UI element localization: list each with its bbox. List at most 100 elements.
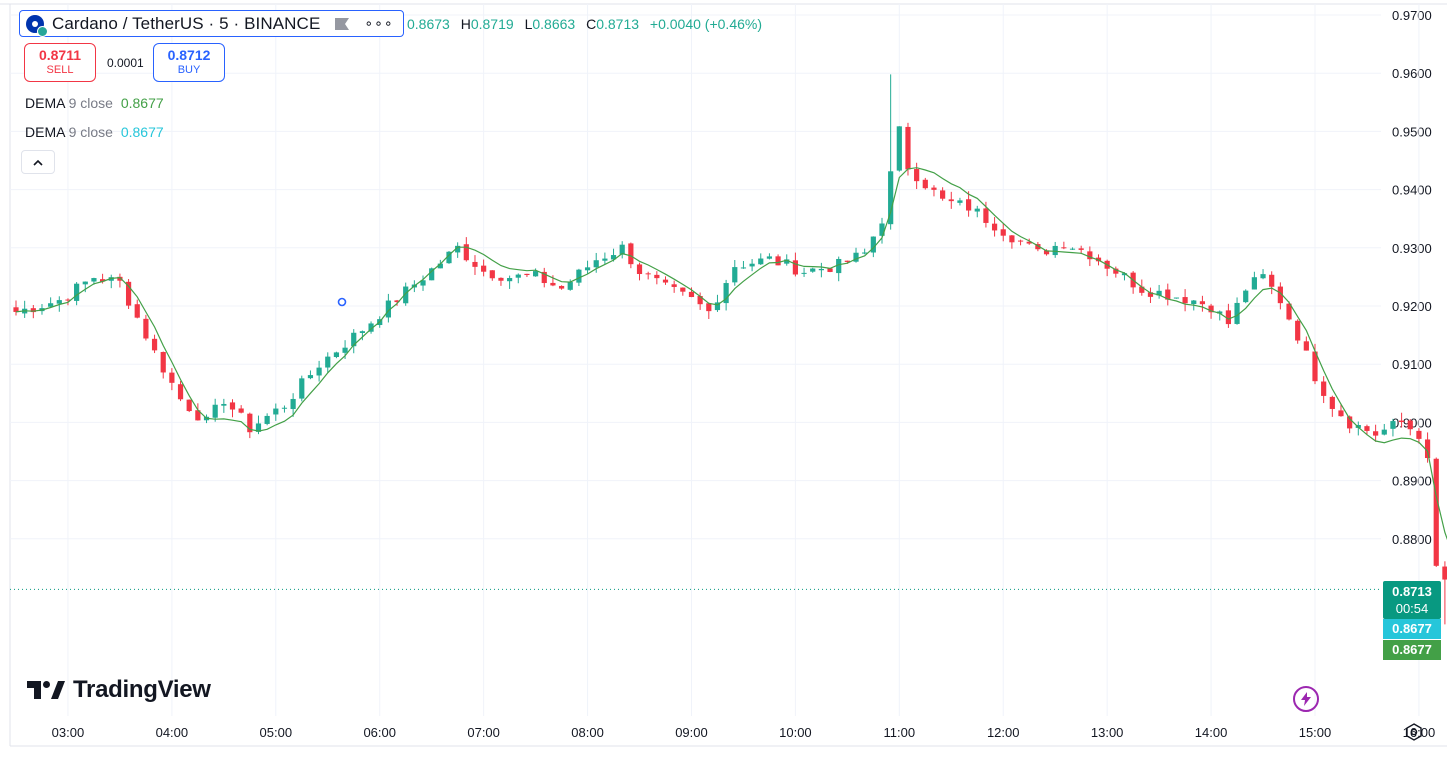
candle	[619, 241, 625, 259]
candle-body	[888, 171, 894, 225]
candle-body	[1364, 426, 1370, 431]
candle-body	[983, 208, 989, 223]
candle	[714, 294, 721, 312]
candle-body	[584, 267, 591, 271]
candle	[1433, 457, 1439, 567]
candle-body	[792, 260, 798, 275]
candle-body	[1017, 240, 1024, 242]
candle	[1399, 412, 1405, 428]
candle	[1303, 336, 1309, 351]
candle	[151, 334, 158, 354]
candle-body	[896, 126, 902, 171]
bolt-glyph-icon	[1301, 692, 1311, 706]
candle-body	[1442, 566, 1447, 580]
y-tick-label: 0.9300	[1392, 241, 1432, 256]
candle-body	[602, 258, 608, 261]
candle	[966, 191, 972, 217]
symbol-search-box[interactable]: Cardano / TetherUS · 5 · BINANCE ∘∘∘	[19, 10, 404, 37]
candle	[160, 351, 166, 379]
candle-body	[489, 270, 495, 279]
candle	[1260, 269, 1266, 280]
candle-body	[1312, 351, 1318, 382]
candle	[82, 281, 88, 293]
candle	[212, 398, 218, 422]
candle	[1442, 561, 1447, 625]
candle-body	[1199, 301, 1206, 305]
candle-body	[1182, 297, 1188, 304]
candle	[896, 126, 902, 172]
candle	[1026, 238, 1032, 245]
candle	[1069, 247, 1076, 250]
candle	[507, 275, 513, 289]
candle-body	[1390, 421, 1396, 429]
candle-body	[524, 273, 530, 276]
tradingview-logo[interactable]: TradingView	[27, 676, 211, 704]
candle-body	[740, 267, 747, 269]
candle	[818, 262, 824, 278]
candle-body	[974, 208, 980, 212]
candle	[905, 122, 911, 176]
candle-body	[1121, 273, 1128, 276]
candle	[801, 267, 807, 277]
candle-body	[186, 399, 192, 412]
candle-body	[351, 332, 357, 347]
candle	[1078, 245, 1084, 255]
candle	[888, 74, 894, 230]
candle-body	[160, 352, 166, 373]
flag-icon[interactable]	[334, 17, 350, 31]
candle	[195, 403, 201, 421]
candle-body	[636, 264, 643, 275]
x-tick-label: 06:00	[363, 725, 396, 740]
lightning-icon[interactable]	[1293, 686, 1319, 712]
candle	[1052, 241, 1058, 258]
candle-body	[862, 252, 868, 254]
indicator-params: 9 close	[68, 95, 113, 111]
candle-body	[1424, 439, 1431, 459]
candle-body	[212, 404, 218, 418]
candle-body	[533, 271, 539, 277]
event-marker-icon[interactable]	[337, 297, 347, 307]
low-label: L	[524, 16, 533, 32]
candle-body	[810, 268, 816, 272]
buy-label: BUY	[177, 63, 201, 76]
candle	[602, 252, 608, 265]
candle-body	[1078, 248, 1084, 250]
candle-body	[957, 200, 963, 203]
last-price-value: 0.8713	[1392, 584, 1432, 599]
candle	[247, 412, 253, 439]
candle	[862, 248, 868, 255]
candle	[1338, 403, 1344, 417]
candle	[688, 287, 695, 298]
y-tick-label: 0.9700	[1392, 8, 1432, 23]
candle-body	[48, 303, 54, 307]
candle-body	[1156, 290, 1162, 296]
candle-body	[281, 407, 288, 409]
candle-body	[766, 256, 773, 259]
candle	[766, 253, 773, 260]
candle	[481, 259, 487, 277]
candle	[316, 360, 322, 382]
candle-body	[65, 299, 71, 301]
candle	[1199, 295, 1206, 312]
candle-body	[333, 352, 340, 358]
candle-body	[1277, 286, 1283, 304]
candle	[1000, 223, 1006, 242]
more-options-icon[interactable]: ∘∘∘	[364, 15, 394, 31]
indicator-legend-dema-1[interactable]: DEMA 9 close 0.8677	[25, 95, 164, 111]
candle	[1035, 242, 1041, 252]
candle-body	[1225, 310, 1231, 325]
candle	[645, 271, 651, 280]
indicator-legend-dema-2[interactable]: DEMA 9 close 0.8677	[25, 124, 164, 140]
sell-button[interactable]: 0.8711 SELL	[24, 43, 96, 82]
candle-body	[1338, 410, 1344, 417]
candle	[1243, 289, 1249, 304]
buy-button[interactable]: 0.8712 BUY	[153, 43, 225, 82]
candle-body	[1433, 458, 1439, 566]
close-label: C	[586, 16, 597, 32]
candle	[169, 368, 175, 391]
collapse-legend-button[interactable]	[21, 150, 55, 174]
candle-body	[619, 244, 625, 255]
settings-icon[interactable]	[1405, 723, 1423, 741]
candle	[810, 267, 816, 273]
